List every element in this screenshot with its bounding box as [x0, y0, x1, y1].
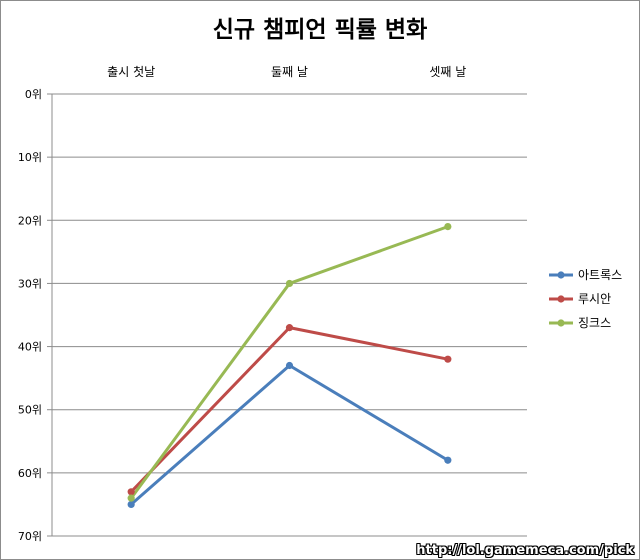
y-tick-label: 60위: [18, 467, 42, 480]
data-point: [285, 324, 294, 332]
data-point: [127, 500, 135, 509]
legend-swatch-marker: [557, 319, 565, 327]
data-point: [444, 355, 452, 363]
watermark: http://lol.gamemeca.com/pick: [416, 543, 634, 558]
y-axis-ticks: 0위 10위 20위 30위 40위 50위 60위 70위: [18, 88, 42, 543]
legend-swatch-marker: [557, 295, 565, 303]
grid-lines: [47, 93, 527, 537]
legend-label: 아트록스: [578, 268, 622, 282]
y-tick-label: 10위: [18, 151, 42, 164]
y-tick-label: 30위: [18, 277, 42, 290]
data-point: [444, 223, 452, 231]
x-axis-categories: 출시 첫날 둘째 날 셋째 날: [107, 65, 466, 79]
y-tick-label: 20위: [18, 214, 42, 227]
legend-label: 루시안: [578, 292, 611, 306]
data-point: [127, 494, 135, 502]
x-category-label: 출시 첫날: [107, 65, 155, 79]
legend-swatch-marker: [557, 271, 565, 279]
data-point: [285, 361, 294, 370]
y-tick-label: 40위: [18, 341, 42, 354]
x-category-label: 셋째 날: [429, 65, 466, 79]
y-tick-label: 70위: [18, 530, 42, 543]
data-point: [127, 488, 135, 496]
legend-label: 징크스: [578, 316, 611, 330]
x-category-label: 둘째 날: [271, 65, 308, 79]
y-tick-label: 0위: [25, 88, 42, 101]
y-tick-label: 50위: [18, 404, 42, 417]
series-lines: [127, 223, 452, 509]
chart-title: 신규 챔피언 픽률 변화: [212, 17, 428, 43]
data-point: [285, 279, 294, 288]
data-point: [444, 456, 452, 464]
